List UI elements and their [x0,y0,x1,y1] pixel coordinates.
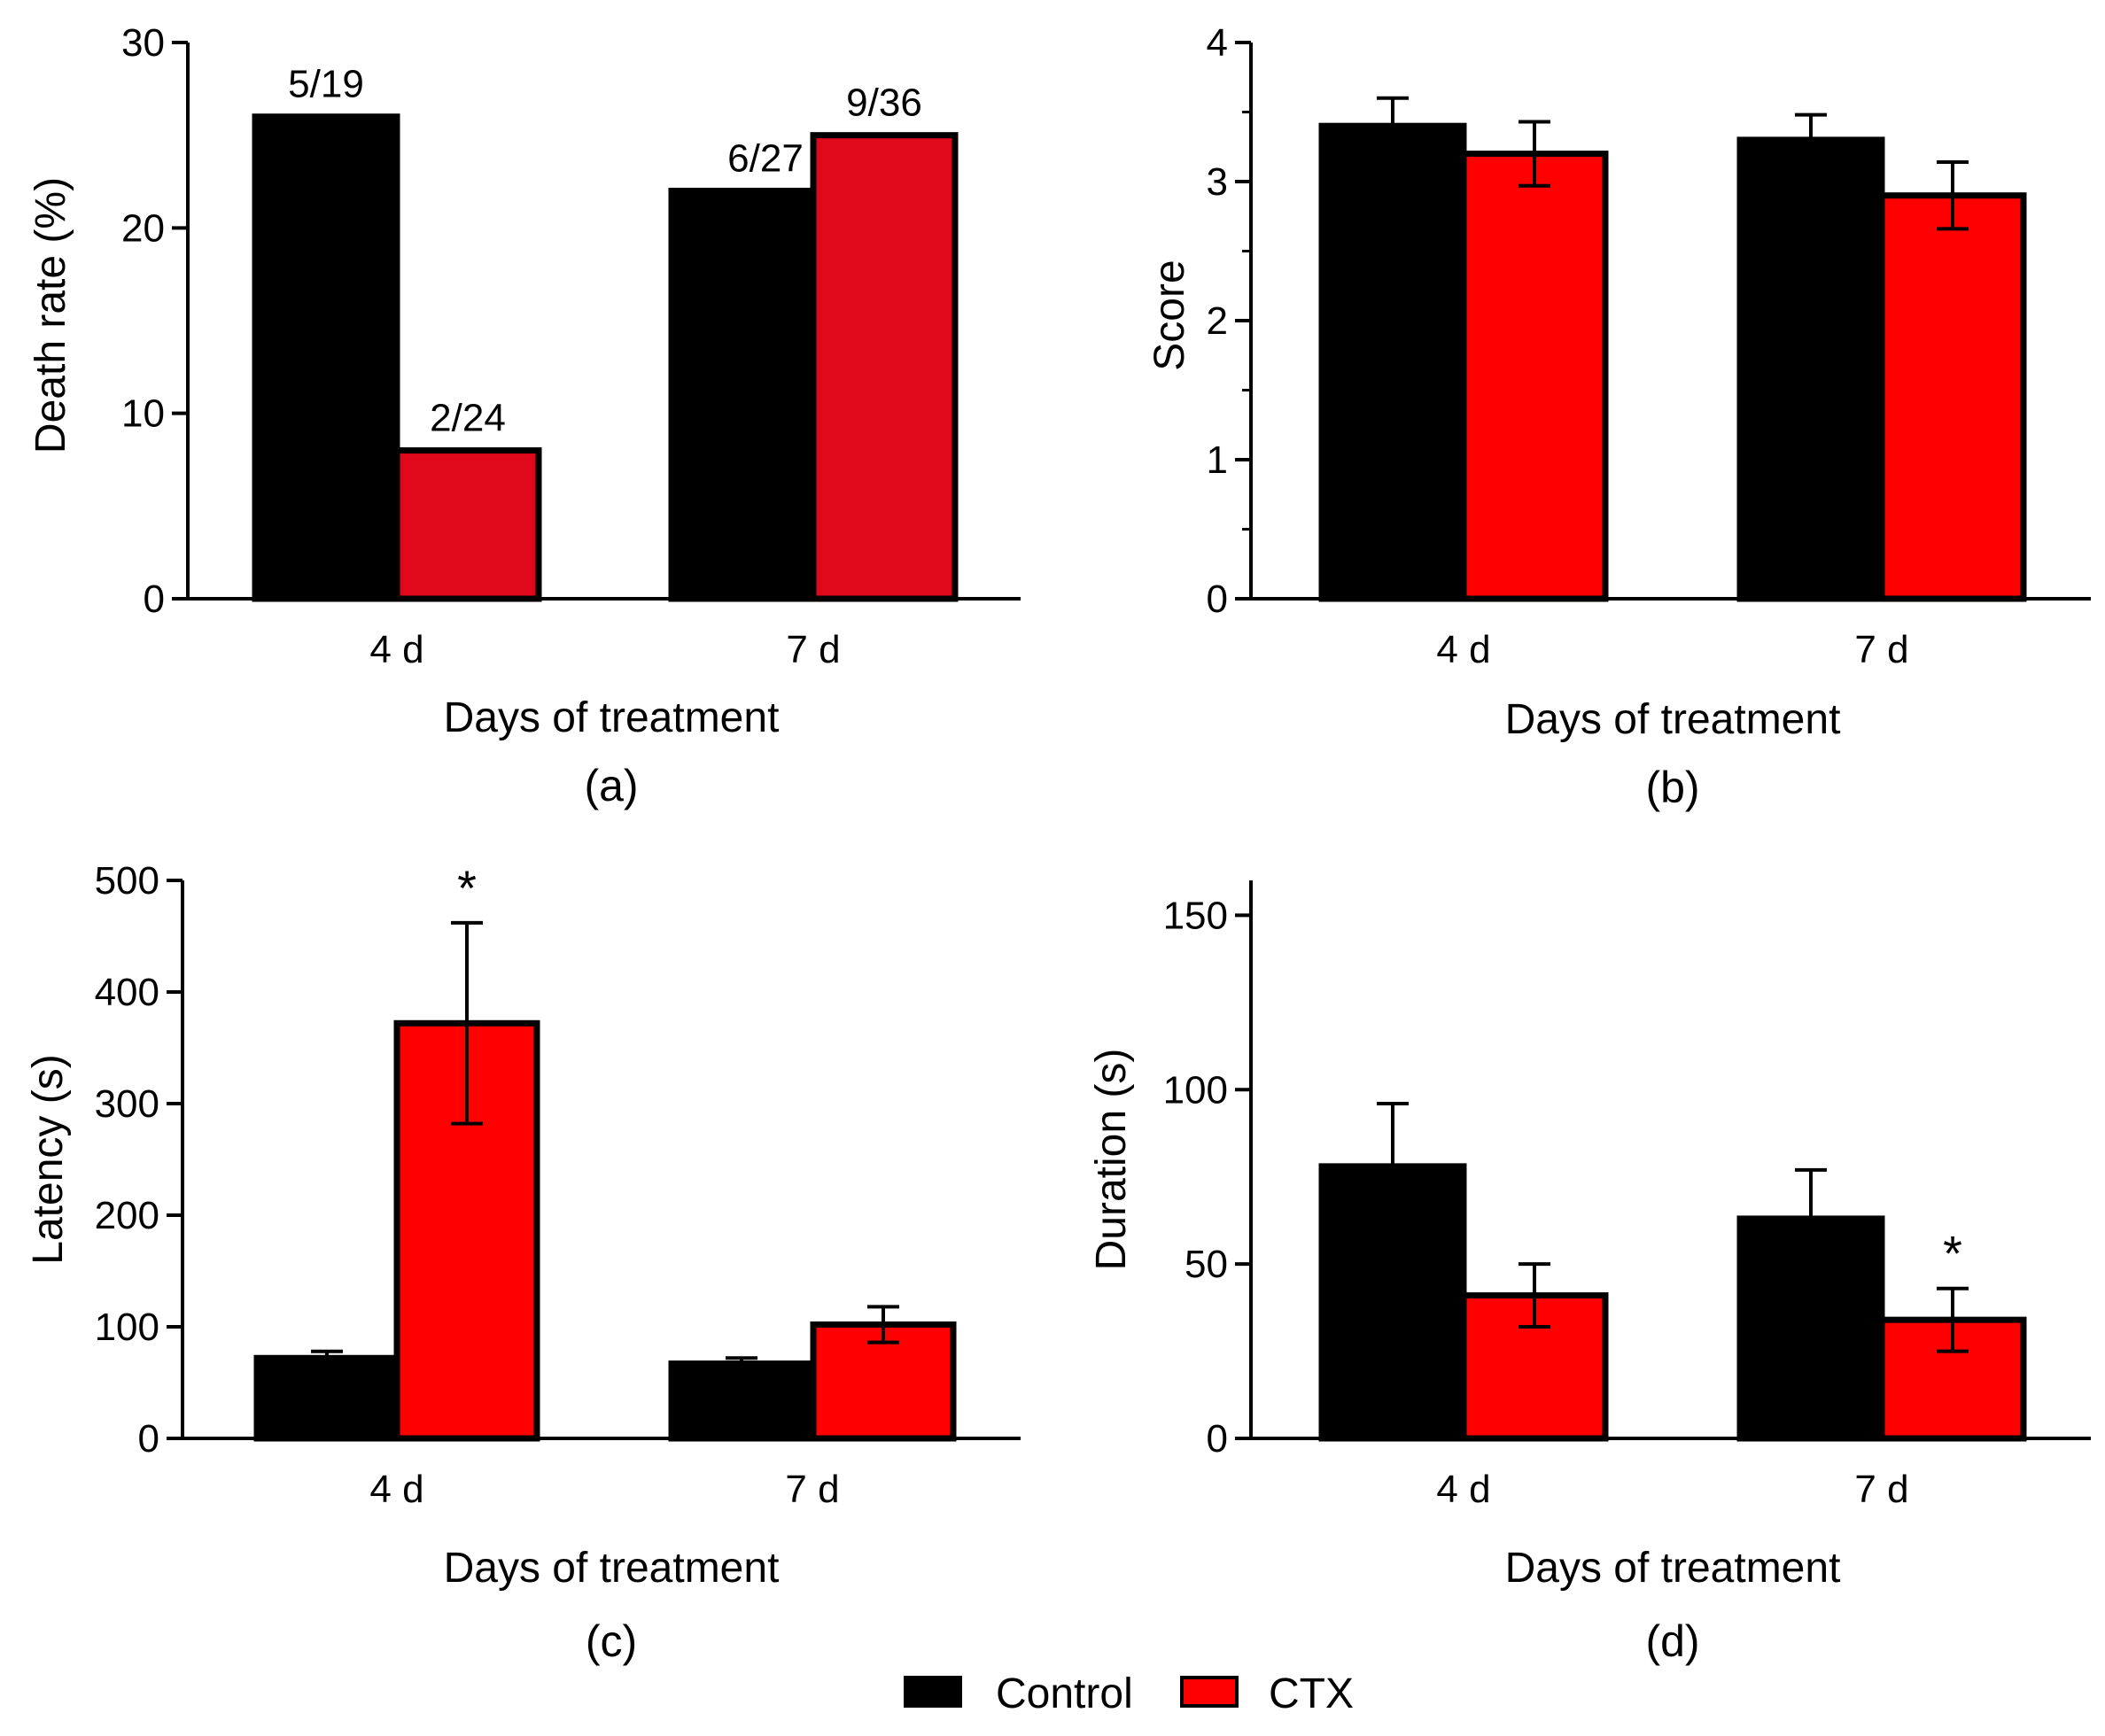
data-label: 5/19 [288,63,364,106]
x-tick-label: 7 d [786,628,840,671]
panel-label: (d) [1645,1616,1699,1666]
y-tick-label: 0 [138,1417,159,1461]
y-tick-label: 100 [1163,1068,1228,1112]
y-tick-label: 200 [95,1194,159,1237]
y-axis-title: Score [1146,260,1193,370]
bar-ctx-0 [1460,151,1609,602]
bar-control-1 [668,1360,815,1442]
y-tick-label: 150 [1163,894,1228,937]
bar-control-0 [253,1354,400,1442]
data-label: 2/24 [430,397,506,440]
x-tick-label: 7 d [1854,1468,1908,1511]
y-tick-label: 30 [121,21,165,65]
legend-label-control: Control [996,1670,1133,1717]
x-tick-label: 7 d [1854,628,1908,671]
panel-label: (a) [584,761,638,810]
y-tick-label: 2 [1207,299,1228,343]
bar-control-0 [1318,122,1467,602]
y-tick-label: 0 [1207,1417,1228,1461]
x-tick-label: 4 d [1436,1468,1490,1511]
y-tick-label: 500 [95,859,159,903]
y-tick-label: 1 [1207,438,1228,482]
y-tick-label: 10 [121,392,165,436]
data-label: 9/36 [846,81,922,125]
y-tick-label: 4 [1207,21,1228,65]
y-axis-title: Duration (s) [1088,1049,1135,1271]
y-tick-label: 300 [95,1082,159,1126]
x-tick-label: 4 d [1436,628,1490,671]
panel-label: (c) [586,1616,637,1666]
bar-control-0 [252,113,400,602]
bar-control-1 [1736,136,1885,602]
legend-swatch-ctx [1180,1676,1239,1708]
y-tick-label: 0 [1207,577,1228,621]
y-tick-label: 50 [1185,1243,1228,1286]
x-axis-title: Days of treatment [444,694,780,741]
y-axis-title: Death rate (%) [27,177,74,453]
x-tick-label: 4 d [369,1468,423,1511]
x-axis-title: Days of treatment [444,1545,780,1592]
legend: Control CTX [904,1670,1354,1717]
legend-label-ctx: CTX [1269,1670,1354,1717]
bar-ctx-0 [393,447,542,602]
panel-b: 0 1 2 3 4 4 d 7 d Days of treatment Score (b) [1146,21,2091,812]
y-tick-label: 20 [121,206,165,250]
y-tick-label: 3 [1207,160,1228,204]
panel-label: (b) [1645,763,1699,812]
x-tick-label: 7 d [785,1468,839,1511]
x-tick-label: 4 d [369,628,423,671]
y-axis-title: Latency (s) [25,1054,72,1264]
bar-ctx-1 [1878,192,2027,602]
significance-mark: * [457,860,477,916]
panel-d: 0 50 100 150 * 4 d 7 d Days of treatment Duratio… [1088,880,2091,1666]
x-axis-title: Days of treatment [1505,1545,1841,1592]
y-tick-label: 0 [144,577,165,621]
bar-ctx-1 [810,132,959,602]
data-label: 6/27 [727,136,804,180]
y-tick-label: 400 [95,971,159,1014]
x-axis-title: Days of treatment [1505,696,1841,743]
significance-mark: * [1943,1226,1962,1282]
bar-control-1 [668,187,817,602]
y-tick-label: 100 [95,1306,159,1349]
legend-swatch-control [904,1676,962,1708]
